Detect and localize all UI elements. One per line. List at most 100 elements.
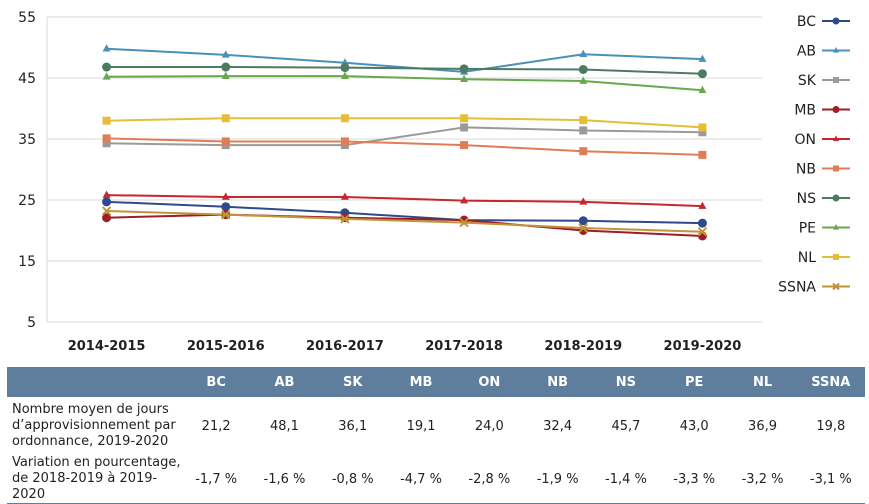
legend-item-nl: NL [798,250,850,266]
data-point [579,147,588,156]
series-line [106,66,703,75]
table-cell: -1,6 % [250,455,319,504]
legend-item-pe: PE [799,221,850,237]
row-label: Nombre moyen de jours d’approvisionnemen… [12,402,176,449]
x-tick-label: 2014-2015 [68,339,146,354]
table-cell: 43,0 [679,418,709,434]
table-header-row: BC AB SK MB ON NB NS PE NL SSNA [7,367,865,397]
data-point [221,209,231,220]
series-line [106,126,703,147]
table-cell: 32,4 [543,418,573,434]
data-point [460,74,469,83]
series-nb [102,134,707,159]
data-point [221,192,230,200]
y-tick-label: 45 [18,71,36,87]
table-cell: -1,7 % [182,455,251,504]
column-header: ON [455,367,524,397]
data-point [340,63,350,73]
series-line [106,194,703,208]
data-point [697,69,707,79]
column-header: BC [182,367,251,397]
table-cell: 36,9 [748,418,777,434]
series-pe [102,71,707,93]
series-nl [102,114,707,132]
data-point [102,139,111,148]
x-tick-label: 2019-2020 [664,339,742,354]
table-row: Nombre moyen de jours d’approvisionnemen… [7,397,865,455]
table-header-blank [7,367,182,397]
data-point [460,123,469,132]
data-point [459,217,469,228]
table-cell: -3,1 % [796,455,865,504]
x-tick-label: 2015-2016 [187,339,265,354]
column-header: MB [386,367,456,397]
table-row: Variation en pourcentage, de 2018-2019 à… [7,455,865,504]
legend-label: PE [799,221,816,237]
data-point [460,141,469,150]
series-ns [102,62,707,79]
legend-label: NL [798,250,816,266]
table-cell: -3,2 % [728,455,797,504]
series-ssna [101,206,708,237]
data-point [340,137,349,146]
series-on [102,190,707,209]
table-cell: 24,0 [474,418,504,434]
data-point [579,49,588,58]
table-cell: -1,4 % [591,455,661,504]
series-line [106,137,703,156]
legend-item-ab: AB [797,44,850,60]
marker-circle [832,106,840,113]
data-point [698,123,707,132]
data-point [221,71,230,79]
y-tick-label: 15 [18,254,36,270]
x-tick-label: 2016-2017 [306,339,384,354]
x-tick-label: 2018-2019 [544,339,622,354]
table-cell: -1,9 % [523,455,592,504]
data-point [221,50,230,58]
legend-label: AB [797,44,816,60]
legend-label: SK [798,73,817,89]
data-point [698,128,707,137]
legend-item-sk: SK [798,73,850,89]
series-line [106,117,703,129]
marker-triangle [833,47,839,53]
data-point [340,192,349,200]
table-cell: -3,3 % [660,455,729,504]
marker-circle [832,17,840,25]
data-point [221,202,231,212]
legend: BC AB SK MB ON NB NS PE NL SSNA [778,14,850,296]
y-tick-label: 5 [27,315,36,331]
series-mb [102,210,707,241]
data-point [102,213,112,223]
data-point [102,190,111,198]
marker-x-stroke [101,206,112,216]
legend-label: ON [795,132,817,148]
table-cell: 36,1 [338,418,368,434]
data-point [698,85,707,93]
data-point [459,64,469,74]
series-line [106,200,703,225]
column-header: NB [523,367,592,397]
marker-square [833,254,839,260]
marker-x-stroke [221,209,231,220]
legend-label: MB [794,103,816,119]
table-cell: -4,7 % [386,455,456,504]
data-point [460,196,469,204]
legend-label: NS [797,191,816,207]
table-cell: 19,1 [406,418,436,434]
series-lines [101,44,708,241]
column-header: NL [728,367,797,397]
data-point [578,223,588,233]
table-cell: -0,8 % [318,455,387,504]
y-tick-label: 55 [18,10,36,26]
marker-x-stroke [459,217,469,228]
marker-square [833,165,839,172]
x-tick-label: 2017-2018 [425,339,503,354]
legend-item-nb: NB [796,162,850,178]
marker-x-stroke [832,282,840,291]
series-sk [102,123,707,150]
data-point [698,54,707,62]
marker-x-stroke [578,223,588,233]
legend-item-ssna: SSNA [778,280,850,296]
